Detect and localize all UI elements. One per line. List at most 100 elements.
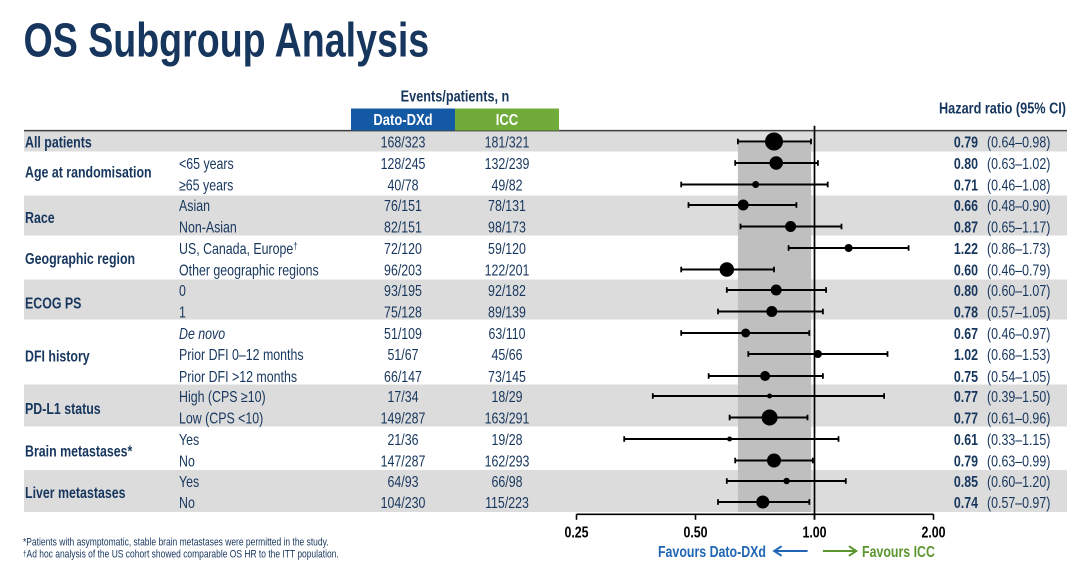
- svg-text:Liver metastases: Liver metastases: [25, 483, 126, 501]
- svg-text:104/230: 104/230: [381, 494, 426, 512]
- svg-text:High (CPS ≥10): High (CPS ≥10): [179, 388, 266, 406]
- svg-text:0.80: 0.80: [954, 155, 978, 173]
- svg-text:Yes: Yes: [179, 431, 199, 449]
- svg-text:Dato-DXd: Dato-DXd: [373, 112, 432, 129]
- svg-text:Age at randomisation: Age at randomisation: [25, 163, 152, 181]
- svg-text:93/195: 93/195: [384, 282, 422, 300]
- svg-text:168/323: 168/323: [381, 133, 426, 151]
- svg-text:128/245: 128/245: [381, 155, 426, 173]
- svg-text:49/82: 49/82: [492, 176, 523, 194]
- svg-text:122/201: 122/201: [485, 261, 530, 279]
- svg-text:45/66: 45/66: [492, 346, 523, 364]
- svg-text:0.87: 0.87: [954, 218, 978, 236]
- svg-text:Events/patients, n: Events/patients, n: [401, 88, 510, 105]
- svg-text:<65 years: <65 years: [179, 155, 234, 173]
- svg-text:73/145: 73/145: [488, 368, 526, 386]
- svg-text:2.00: 2.00: [921, 523, 945, 541]
- svg-text:0.60: 0.60: [954, 261, 978, 279]
- svg-text:Yes: Yes: [179, 473, 199, 491]
- svg-text:19/28: 19/28: [492, 431, 523, 449]
- svg-text:(0.61–0.96): (0.61–0.96): [987, 409, 1050, 427]
- svg-text:All patients: All patients: [25, 133, 92, 151]
- svg-text:(0.39–1.50): (0.39–1.50): [987, 388, 1050, 406]
- svg-text:(0.46–0.97): (0.46–0.97): [987, 325, 1050, 343]
- svg-text:0.74: 0.74: [954, 494, 978, 512]
- svg-text:63/110: 63/110: [489, 325, 526, 343]
- svg-text:*Patients with asymptomatic, s: *Patients with asymptomatic, stable brai…: [23, 537, 329, 549]
- svg-text:115/223: 115/223: [485, 494, 529, 512]
- svg-text:(0.63–1.02): (0.63–1.02): [987, 155, 1050, 173]
- svg-text:ICC: ICC: [496, 112, 518, 129]
- svg-text:≥65 years: ≥65 years: [179, 176, 233, 194]
- svg-text:66/98: 66/98: [492, 473, 523, 491]
- svg-text:75/128: 75/128: [384, 303, 422, 321]
- svg-text:0.80: 0.80: [954, 282, 978, 300]
- svg-text:De novo: De novo: [179, 325, 225, 343]
- svg-text:(0.63–0.99): (0.63–0.99): [987, 452, 1050, 470]
- svg-text:0.75: 0.75: [954, 368, 978, 386]
- svg-text:18/29: 18/29: [492, 388, 523, 406]
- svg-text:0: 0: [179, 282, 186, 300]
- svg-text:(0.57–1.05): (0.57–1.05): [987, 303, 1050, 321]
- svg-text:Non-Asian: Non-Asian: [179, 218, 237, 236]
- svg-text:(0.57–0.97): (0.57–0.97): [987, 494, 1050, 512]
- svg-text:0.61: 0.61: [954, 431, 978, 449]
- svg-text:82/151: 82/151: [384, 218, 422, 236]
- svg-text:0.77: 0.77: [954, 409, 978, 427]
- svg-text:92/182: 92/182: [488, 282, 526, 300]
- svg-text:(0.60–1.07): (0.60–1.07): [987, 282, 1050, 300]
- svg-text:40/78: 40/78: [388, 176, 419, 194]
- svg-text:(0.65–1.17): (0.65–1.17): [987, 218, 1050, 236]
- svg-text:51/109: 51/109: [384, 325, 422, 343]
- svg-text:ECOG PS: ECOG PS: [25, 294, 81, 312]
- svg-text:Other geographic regions: Other geographic regions: [179, 261, 319, 279]
- svg-text:0.77: 0.77: [954, 388, 978, 406]
- svg-text:64/93: 64/93: [388, 473, 419, 491]
- svg-text:(0.68–1.53): (0.68–1.53): [987, 346, 1050, 364]
- svg-text:(0.48–0.90): (0.48–0.90): [987, 197, 1050, 215]
- svg-text:0.79: 0.79: [954, 133, 978, 151]
- svg-text:51/67: 51/67: [388, 346, 419, 364]
- svg-text:Hazard ratio (95% CI): Hazard ratio (95% CI): [939, 100, 1066, 117]
- svg-text:No: No: [179, 452, 195, 470]
- svg-text:Asian: Asian: [179, 197, 210, 215]
- svg-text:(0.46–1.08): (0.46–1.08): [987, 176, 1050, 194]
- svg-text:(0.86–1.73): (0.86–1.73): [987, 240, 1050, 258]
- svg-text:Prior DFI 0–12 months: Prior DFI 0–12 months: [179, 346, 304, 364]
- svg-text:No: No: [179, 494, 195, 512]
- svg-text:181/321: 181/321: [485, 133, 530, 151]
- svg-text:Brain metastases*: Brain metastases*: [25, 442, 133, 460]
- svg-text:Race: Race: [25, 208, 55, 226]
- svg-text:Favours ICC: Favours ICC: [862, 543, 935, 561]
- svg-text:21/36: 21/36: [388, 431, 419, 449]
- svg-text:(0.46–0.79): (0.46–0.79): [987, 261, 1050, 279]
- svg-text:(0.64–0.98): (0.64–0.98): [987, 133, 1050, 151]
- svg-text:1.02: 1.02: [954, 346, 978, 364]
- svg-text:0.78: 0.78: [954, 303, 978, 321]
- svg-text:149/287: 149/287: [381, 409, 426, 427]
- svg-text:0.79: 0.79: [954, 452, 978, 470]
- svg-text:1.22: 1.22: [954, 240, 978, 258]
- svg-text:Prior DFI >12 months: Prior DFI >12 months: [179, 368, 297, 386]
- svg-text:132/239: 132/239: [485, 155, 530, 173]
- svg-text:66/147: 66/147: [384, 368, 422, 386]
- svg-text:17/34: 17/34: [388, 388, 419, 406]
- svg-text:Low (CPS <10): Low (CPS <10): [179, 409, 263, 427]
- svg-text:US, Canada, Europe†: US, Canada, Europe†: [179, 240, 298, 258]
- svg-text:1.00: 1.00: [802, 523, 826, 541]
- svg-text:(0.33–1.15): (0.33–1.15): [987, 431, 1050, 449]
- svg-text:0.25: 0.25: [564, 523, 588, 541]
- svg-text:0.66: 0.66: [954, 197, 978, 215]
- svg-text:0.85: 0.85: [954, 473, 978, 491]
- svg-text:0.71: 0.71: [954, 176, 978, 194]
- svg-text:162/293: 162/293: [485, 452, 530, 470]
- svg-text:†Ad hoc analysis of the US coh: †Ad hoc analysis of the US cohort showed…: [23, 548, 339, 561]
- svg-text:0.67: 0.67: [954, 325, 978, 343]
- svg-text:Favours Dato-DXd: Favours Dato-DXd: [658, 543, 766, 561]
- svg-text:OS Subgroup Analysis: OS Subgroup Analysis: [24, 14, 430, 67]
- svg-text:PD-L1 status: PD-L1 status: [25, 399, 101, 417]
- svg-text:147/287: 147/287: [381, 452, 426, 470]
- svg-text:89/139: 89/139: [488, 303, 526, 321]
- svg-text:76/151: 76/151: [384, 197, 422, 215]
- svg-text:DFI history: DFI history: [25, 347, 90, 365]
